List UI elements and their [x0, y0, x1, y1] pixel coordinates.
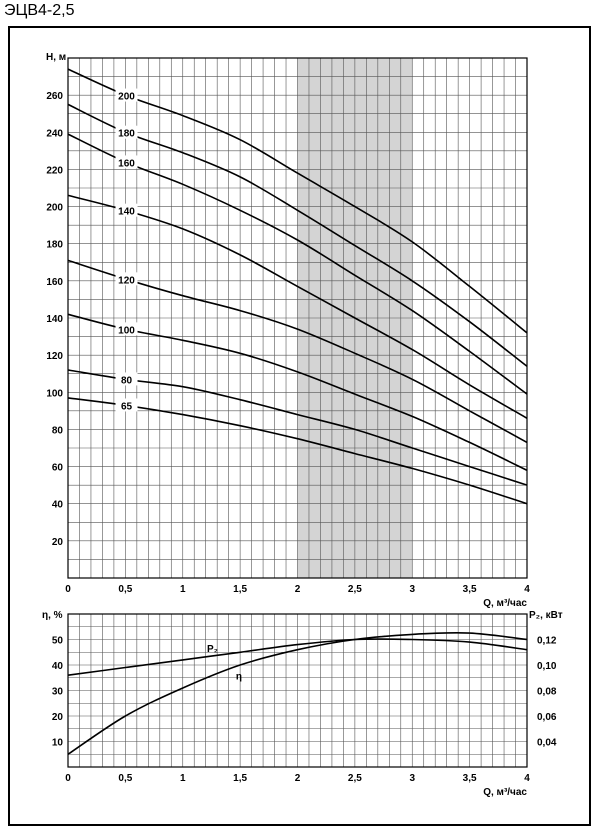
y2-axis-label: P₂, кВт	[529, 610, 563, 621]
y-tick-label: 10	[52, 738, 64, 749]
curve-label-background	[115, 398, 138, 412]
y-tick-label: 160	[46, 277, 63, 288]
series-label: η	[236, 671, 242, 682]
y2-tick-label: 0,04	[537, 738, 557, 749]
plot-area-border	[67, 613, 528, 768]
y-tick-label: 40	[52, 661, 64, 672]
curve-label-background	[115, 272, 138, 286]
x-tick-label: 2,5	[348, 773, 362, 784]
x-tick-label: 0,5	[118, 773, 132, 784]
x-tick-label: 1	[180, 584, 186, 595]
y2-tick-label: 0,12	[537, 636, 557, 647]
y-axis-label: Н, м	[46, 52, 66, 63]
x-tick-label: 3	[409, 584, 415, 595]
x-tick-label: 2,5	[348, 584, 362, 595]
plot-area-border	[67, 57, 528, 579]
page-title: ЭЦВ4-2,5	[4, 2, 75, 19]
y-tick-label: 220	[46, 165, 63, 176]
y-tick-label: 20	[52, 712, 64, 723]
y-tick-label: 100	[46, 388, 63, 399]
y-tick-label: 180	[46, 240, 63, 251]
curve-label: 200	[118, 92, 135, 103]
x-tick-label: 0	[65, 584, 71, 595]
head-curve	[67, 313, 528, 472]
curve-label-background	[115, 203, 138, 217]
y-tick-label: 40	[52, 500, 64, 511]
y2-tick-label: 0,06	[537, 712, 557, 723]
x-tick-label: 0,5	[118, 584, 132, 595]
y-tick-label: 120	[46, 351, 63, 362]
head-curve	[67, 194, 528, 419]
y-tick-label: 200	[46, 203, 63, 214]
x-tick-label: 3,5	[463, 773, 477, 784]
head-curve	[67, 259, 528, 444]
curve-label-background	[115, 372, 138, 386]
curve-label-background	[115, 155, 138, 169]
y-tick-label: 20	[52, 537, 64, 548]
y-tick-label: 30	[52, 687, 64, 698]
head-curve	[67, 397, 528, 505]
performance-curve	[67, 638, 528, 676]
x-tick-label: 4	[524, 584, 530, 595]
y-tick-label: 60	[52, 463, 64, 474]
x-axis-label: Q, м³/час	[483, 787, 527, 798]
performance-curve	[67, 632, 528, 755]
x-tick-label: 4	[524, 773, 530, 784]
x-tick-label: 3	[409, 773, 415, 784]
x-tick-label: 2	[295, 584, 301, 595]
x-tick-label: 3,5	[463, 584, 477, 595]
y2-tick-label: 0,08	[537, 687, 557, 698]
curve-label: 140	[118, 207, 135, 218]
x-axis-label: Q, м³/час	[483, 598, 527, 609]
curve-label: 160	[118, 158, 135, 169]
head-curve	[67, 103, 528, 367]
curve-label-background	[115, 125, 138, 139]
x-tick-label: 0	[65, 773, 71, 784]
curve-label-background	[115, 88, 138, 102]
y-tick-label: 50	[52, 636, 64, 647]
head-curve	[67, 369, 528, 486]
chart-frame	[8, 26, 591, 826]
x-tick-label: 1,5	[233, 773, 247, 784]
curve-label: 65	[121, 401, 133, 412]
head-curve	[67, 133, 528, 395]
y-tick-label: 260	[46, 91, 63, 102]
curve-label-background	[115, 322, 138, 336]
series-label: P₂	[207, 644, 218, 655]
curve-label: 80	[121, 375, 133, 386]
x-tick-label: 1,5	[233, 584, 247, 595]
y-tick-label: 140	[46, 314, 63, 325]
head-curve	[67, 68, 528, 334]
y-axis-label: η, %	[42, 610, 63, 621]
y-tick-label: 80	[52, 425, 64, 436]
curve-label: 120	[118, 275, 135, 286]
x-tick-label: 2	[295, 773, 301, 784]
y-tick-label: 240	[46, 128, 63, 139]
curve-label: 100	[118, 325, 135, 336]
curve-label: 180	[118, 129, 135, 140]
x-tick-label: 1	[180, 773, 186, 784]
y2-tick-label: 0,10	[537, 661, 557, 672]
